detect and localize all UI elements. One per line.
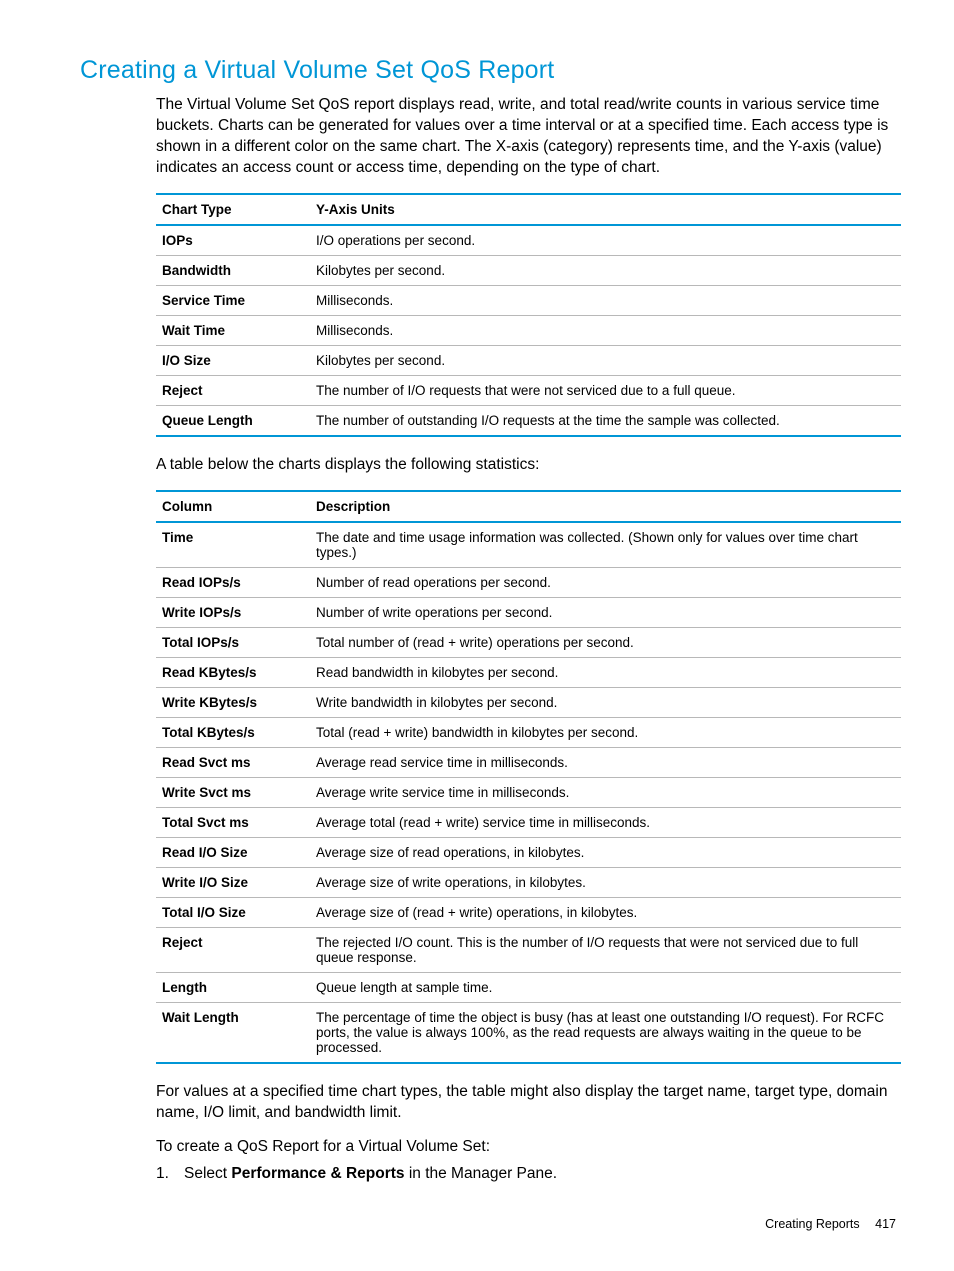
cell-desc: Average read service time in millisecond… xyxy=(310,747,901,777)
table-row: IOPsI/O operations per second. xyxy=(156,225,901,256)
cell-label: Reject xyxy=(156,375,310,405)
step-number: 1. xyxy=(156,1164,184,1185)
cell-desc: Kilobytes per second. xyxy=(310,255,901,285)
cell-desc: Kilobytes per second. xyxy=(310,345,901,375)
cell-label: Total Svct ms xyxy=(156,807,310,837)
table-row: TimeThe date and time usage information … xyxy=(156,522,901,568)
cell-desc: Total number of (read + write) operation… xyxy=(310,627,901,657)
table-row: LengthQueue length at sample time. xyxy=(156,972,901,1002)
table-row: Read KBytes/sRead bandwidth in kilobytes… xyxy=(156,657,901,687)
cell-desc: Queue length at sample time. xyxy=(310,972,901,1002)
cell-label: Reject xyxy=(156,927,310,972)
table-row: Write I/O SizeAverage size of write oper… xyxy=(156,867,901,897)
cell-label: Write KBytes/s xyxy=(156,687,310,717)
cell-label: Wait Length xyxy=(156,1002,310,1063)
cell-desc: Milliseconds. xyxy=(310,315,901,345)
chart-types-table: Chart Type Y-Axis Units IOPsI/O operatio… xyxy=(156,193,901,437)
cell-desc: The rejected I/O count. This is the numb… xyxy=(310,927,901,972)
cell-desc: I/O operations per second. xyxy=(310,225,901,256)
intro-paragraph: The Virtual Volume Set QoS report displa… xyxy=(156,95,896,179)
cell-desc: The percentage of time the object is bus… xyxy=(310,1002,901,1063)
table-row: Wait LengthThe percentage of time the ob… xyxy=(156,1002,901,1063)
cell-label: Read Svct ms xyxy=(156,747,310,777)
cell-label: Bandwidth xyxy=(156,255,310,285)
cell-desc: Average write service time in millisecon… xyxy=(310,777,901,807)
statistics-table: Column Description TimeThe date and time… xyxy=(156,490,901,1064)
cell-label: Queue Length xyxy=(156,405,310,436)
cell-desc: Average size of write operations, in kil… xyxy=(310,867,901,897)
table-row: Total Svct msAverage total (read + write… xyxy=(156,807,901,837)
cell-label: Total KBytes/s xyxy=(156,717,310,747)
cell-label: Time xyxy=(156,522,310,568)
cell-label: Read IOPs/s xyxy=(156,567,310,597)
table-row: Read I/O SizeAverage size of read operat… xyxy=(156,837,901,867)
mid-paragraph: A table below the charts displays the fo… xyxy=(156,455,896,476)
table-row: Wait TimeMilliseconds. xyxy=(156,315,901,345)
table-row: Total KBytes/sTotal (read + write) bandw… xyxy=(156,717,901,747)
cell-desc: Milliseconds. xyxy=(310,285,901,315)
cell-label: Length xyxy=(156,972,310,1002)
cell-desc: Write bandwidth in kilobytes per second. xyxy=(310,687,901,717)
cell-label: Service Time xyxy=(156,285,310,315)
cell-desc: Average size of read operations, in kilo… xyxy=(310,837,901,867)
table-header: Column xyxy=(156,491,310,522)
cell-desc: Number of read operations per second. xyxy=(310,567,901,597)
table-row: Total I/O SizeAverage size of (read + wr… xyxy=(156,897,901,927)
cell-desc: Average size of (read + write) operation… xyxy=(310,897,901,927)
cell-label: Write Svct ms xyxy=(156,777,310,807)
table-header: Description xyxy=(310,491,901,522)
footer-page-number: 417 xyxy=(875,1217,896,1231)
table-row: Write Svct msAverage write service time … xyxy=(156,777,901,807)
step-text-post: in the Manager Pane. xyxy=(405,1165,558,1182)
cell-desc: Total (read + write) bandwidth in kiloby… xyxy=(310,717,901,747)
ordered-step: 1.Select Performance & Reports in the Ma… xyxy=(156,1164,896,1185)
table-row: Total IOPs/sTotal number of (read + writ… xyxy=(156,627,901,657)
table-row: Write KBytes/sWrite bandwidth in kilobyt… xyxy=(156,687,901,717)
cell-desc: The number of I/O requests that were not… xyxy=(310,375,901,405)
page: Creating a Virtual Volume Set QoS Report… xyxy=(0,0,954,1271)
step-text-pre: Select xyxy=(184,1165,231,1182)
cell-label: Read I/O Size xyxy=(156,837,310,867)
step-text-bold: Performance & Reports xyxy=(231,1165,404,1182)
table-header: Chart Type xyxy=(156,194,310,225)
cell-desc: Number of write operations per second. xyxy=(310,597,901,627)
table-row: BandwidthKilobytes per second. xyxy=(156,255,901,285)
cell-desc: Average total (read + write) service tim… xyxy=(310,807,901,837)
table-row: I/O SizeKilobytes per second. xyxy=(156,345,901,375)
cell-label: Wait Time xyxy=(156,315,310,345)
cell-desc: The number of outstanding I/O requests a… xyxy=(310,405,901,436)
cell-label: Total IOPs/s xyxy=(156,627,310,657)
table-row: Queue LengthThe number of outstanding I/… xyxy=(156,405,901,436)
table-row: RejectThe number of I/O requests that we… xyxy=(156,375,901,405)
cell-label: Total I/O Size xyxy=(156,897,310,927)
cell-desc: Read bandwidth in kilobytes per second. xyxy=(310,657,901,687)
section-title: Creating a Virtual Volume Set QoS Report xyxy=(80,56,896,85)
footer-section: Creating Reports xyxy=(765,1217,860,1231)
cell-label: Write I/O Size xyxy=(156,867,310,897)
cell-label: Read KBytes/s xyxy=(156,657,310,687)
table-row: Read IOPs/sNumber of read operations per… xyxy=(156,567,901,597)
after-table-p1: For values at a specified time chart typ… xyxy=(156,1082,896,1124)
page-footer: Creating Reports 417 xyxy=(765,1217,896,1231)
cell-label: IOPs xyxy=(156,225,310,256)
cell-desc: The date and time usage information was … xyxy=(310,522,901,568)
table-row: Read Svct msAverage read service time in… xyxy=(156,747,901,777)
after-table-p2: To create a QoS Report for a Virtual Vol… xyxy=(156,1137,896,1158)
table-row: Service TimeMilliseconds. xyxy=(156,285,901,315)
table-row: Write IOPs/sNumber of write operations p… xyxy=(156,597,901,627)
cell-label: I/O Size xyxy=(156,345,310,375)
cell-label: Write IOPs/s xyxy=(156,597,310,627)
table-header: Y-Axis Units xyxy=(310,194,901,225)
table-row: RejectThe rejected I/O count. This is th… xyxy=(156,927,901,972)
